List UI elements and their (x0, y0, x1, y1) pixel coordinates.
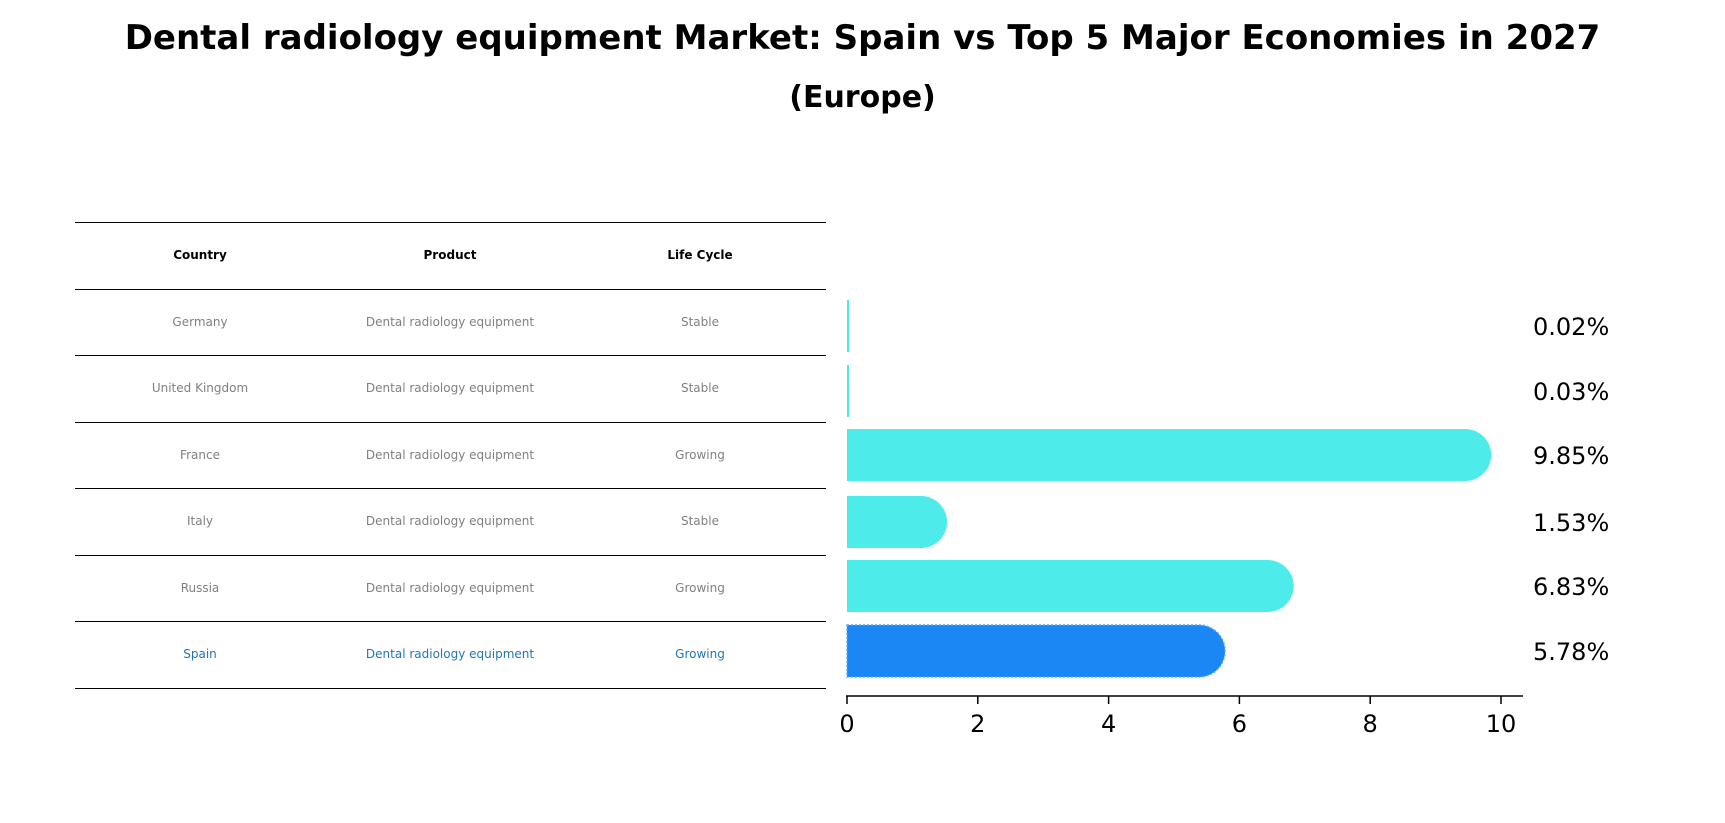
bar-germany (847, 300, 849, 352)
table-cell: Dental radiology equipment (365, 314, 535, 329)
table-header-cell: Country (173, 248, 227, 263)
table-cell: Stable (680, 314, 719, 329)
table-rule (75, 421, 826, 423)
bar-spain (846, 624, 1226, 678)
table-rule (75, 488, 826, 489)
bar-italy (847, 496, 948, 548)
table-rule (75, 621, 826, 622)
bar-russia (847, 560, 1294, 612)
x-tick-label: 8 (1363, 710, 1378, 738)
x-tick-label: 2 (970, 710, 985, 738)
bar-france (847, 429, 1492, 481)
table-cell: Spain (183, 647, 217, 662)
table-cell: Growing (675, 647, 725, 662)
table-cell: Dental radiology equipment (365, 381, 535, 396)
table-header-cell: Life Cycle (667, 248, 733, 263)
table-cell: Dental radiology equipment (365, 514, 535, 529)
table-cell: Dental radiology equipment (365, 647, 535, 662)
table-cell: Russia (180, 580, 220, 595)
table-cell: Growing (675, 580, 725, 595)
table-rule (75, 222, 826, 223)
x-tick-label: 10 (1486, 710, 1517, 738)
x-tick-label: 6 (1232, 710, 1247, 738)
table-cell: Dental radiology equipment (365, 580, 535, 595)
table-cell: France (180, 447, 220, 462)
value-label: 9.85% (1533, 442, 1609, 470)
value-label: 1.53% (1533, 509, 1609, 537)
bars-group (846, 300, 1492, 678)
table-cell: United Kingdom (151, 381, 249, 396)
value-labels-group: 0.02% 0.03% 9.85% 1.53% 6.83% 5.78% (1533, 313, 1609, 666)
value-label: 6.83% (1533, 573, 1609, 601)
bar-united-kingdom (847, 365, 849, 417)
table-cell: Growing (675, 447, 725, 462)
table-cell: Dental radiology equipment (365, 447, 535, 462)
table-cell: Stable (680, 381, 719, 396)
table-rule (75, 554, 826, 556)
chart-subtitle: (Europe) (789, 80, 936, 115)
table-rule (75, 355, 826, 356)
chart-title: Dental radiology equipment Market: Spain… (124, 18, 1601, 58)
x-tick-label: 4 (1101, 710, 1116, 738)
table-cell: Italy (186, 514, 214, 529)
x-tick-label: 0 (839, 710, 854, 738)
value-label: 5.78% (1533, 638, 1609, 666)
value-label: 0.03% (1533, 378, 1609, 406)
table-header-cell: Product (423, 248, 477, 263)
table-rule (75, 288, 826, 290)
value-label: 0.02% (1533, 313, 1609, 341)
table-rule (75, 687, 826, 689)
table-cell: Germany (172, 314, 228, 329)
table-cell: Stable (680, 514, 719, 529)
x-axis: 0 2 4 6 8 10 (839, 695, 1523, 738)
